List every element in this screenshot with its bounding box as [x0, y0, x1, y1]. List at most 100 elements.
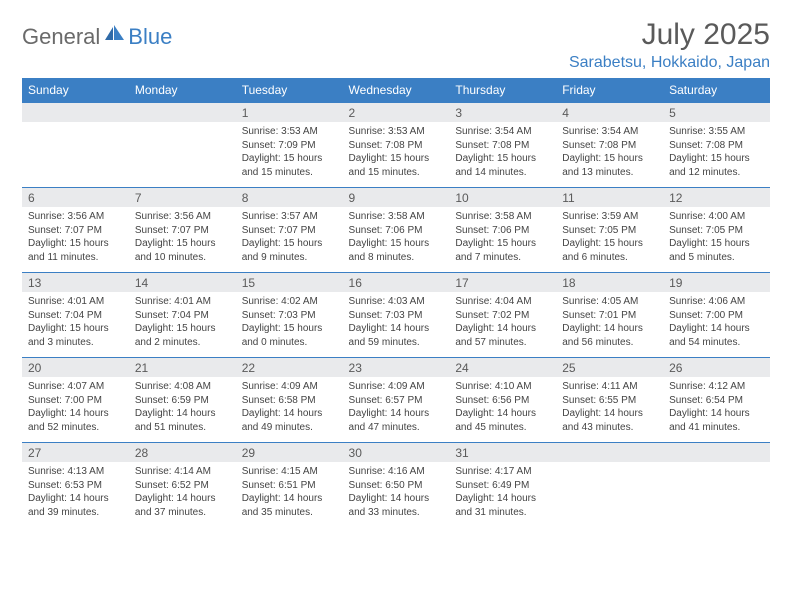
sunset-text: Sunset: 7:06 PM — [349, 224, 444, 238]
daylight-text-1: Daylight: 15 hours — [455, 237, 550, 251]
daylight-text-1: Daylight: 15 hours — [28, 322, 123, 336]
daylight-text-1: Daylight: 14 hours — [562, 322, 657, 336]
daylight-text-2: and 54 minutes. — [669, 336, 764, 350]
day-number: 20 — [22, 358, 129, 377]
sunrise-text: Sunrise: 4:16 AM — [349, 465, 444, 479]
day-number: 12 — [663, 188, 770, 207]
sunrise-text: Sunrise: 3:58 AM — [349, 210, 444, 224]
day-cell: 24Sunrise: 4:10 AMSunset: 6:56 PMDayligh… — [449, 358, 556, 443]
day-cell: 28Sunrise: 4:14 AMSunset: 6:52 PMDayligh… — [129, 443, 236, 528]
day-number: 1 — [236, 103, 343, 122]
sunrise-text: Sunrise: 3:54 AM — [562, 125, 657, 139]
sunrise-text: Sunrise: 4:17 AM — [455, 465, 550, 479]
sunset-text: Sunset: 7:05 PM — [669, 224, 764, 238]
day-number: 3 — [449, 103, 556, 122]
sunset-text: Sunset: 6:56 PM — [455, 394, 550, 408]
day-number: 9 — [343, 188, 450, 207]
sunrise-text: Sunrise: 4:09 AM — [242, 380, 337, 394]
day-body — [22, 122, 129, 180]
sunset-text: Sunset: 6:49 PM — [455, 479, 550, 493]
day-cell: 31Sunrise: 4:17 AMSunset: 6:49 PMDayligh… — [449, 443, 556, 528]
sunset-text: Sunset: 6:52 PM — [135, 479, 230, 493]
day-header-row: Sunday Monday Tuesday Wednesday Thursday… — [22, 78, 770, 103]
week-row: 27Sunrise: 4:13 AMSunset: 6:53 PMDayligh… — [22, 443, 770, 528]
day-number: 21 — [129, 358, 236, 377]
day-number: 4 — [556, 103, 663, 122]
daylight-text-1: Daylight: 14 hours — [28, 492, 123, 506]
daylight-text-1: Daylight: 14 hours — [349, 492, 444, 506]
daylight-text-1: Daylight: 15 hours — [669, 237, 764, 251]
sunset-text: Sunset: 6:57 PM — [349, 394, 444, 408]
sunset-text: Sunset: 7:08 PM — [669, 139, 764, 153]
sail-icon — [103, 25, 125, 41]
day-body: Sunrise: 3:54 AMSunset: 7:08 PMDaylight:… — [556, 122, 663, 187]
sunrise-text: Sunrise: 4:10 AM — [455, 380, 550, 394]
day-body: Sunrise: 4:01 AMSunset: 7:04 PMDaylight:… — [129, 292, 236, 357]
daylight-text-2: and 51 minutes. — [135, 421, 230, 435]
sunrise-text: Sunrise: 4:09 AM — [349, 380, 444, 394]
daylight-text-2: and 39 minutes. — [28, 506, 123, 520]
day-body: Sunrise: 4:00 AMSunset: 7:05 PMDaylight:… — [663, 207, 770, 272]
daylight-text-2: and 47 minutes. — [349, 421, 444, 435]
daylight-text-2: and 11 minutes. — [28, 251, 123, 265]
daylight-text-1: Daylight: 15 hours — [242, 152, 337, 166]
sunrise-text: Sunrise: 3:57 AM — [242, 210, 337, 224]
daylight-text-1: Daylight: 14 hours — [349, 407, 444, 421]
day-number: 19 — [663, 273, 770, 292]
sunrise-text: Sunrise: 4:12 AM — [669, 380, 764, 394]
day-number: 10 — [449, 188, 556, 207]
day-body: Sunrise: 3:58 AMSunset: 7:06 PMDaylight:… — [449, 207, 556, 272]
day-number: 27 — [22, 443, 129, 462]
header: General Blue July 2025 Sarabetsu, Hokkai… — [22, 18, 770, 72]
day-body: Sunrise: 4:09 AMSunset: 6:58 PMDaylight:… — [236, 377, 343, 442]
day-body — [556, 462, 663, 520]
day-number: 17 — [449, 273, 556, 292]
daylight-text-1: Daylight: 14 hours — [669, 407, 764, 421]
sunset-text: Sunset: 7:04 PM — [135, 309, 230, 323]
day-cell: 29Sunrise: 4:15 AMSunset: 6:51 PMDayligh… — [236, 443, 343, 528]
daylight-text-2: and 31 minutes. — [455, 506, 550, 520]
day-cell: 6Sunrise: 3:56 AMSunset: 7:07 PMDaylight… — [22, 188, 129, 273]
day-cell: 2Sunrise: 3:53 AMSunset: 7:08 PMDaylight… — [343, 103, 450, 188]
day-number: 23 — [343, 358, 450, 377]
day-body: Sunrise: 4:03 AMSunset: 7:03 PMDaylight:… — [343, 292, 450, 357]
day-cell — [22, 103, 129, 188]
sunset-text: Sunset: 7:08 PM — [562, 139, 657, 153]
day-number: 15 — [236, 273, 343, 292]
day-cell: 9Sunrise: 3:58 AMSunset: 7:06 PMDaylight… — [343, 188, 450, 273]
daylight-text-1: Daylight: 14 hours — [455, 322, 550, 336]
sunset-text: Sunset: 7:08 PM — [455, 139, 550, 153]
sunset-text: Sunset: 7:09 PM — [242, 139, 337, 153]
dayhead-mon: Monday — [129, 78, 236, 103]
day-cell: 21Sunrise: 4:08 AMSunset: 6:59 PMDayligh… — [129, 358, 236, 443]
day-number: 31 — [449, 443, 556, 462]
daylight-text-1: Daylight: 14 hours — [242, 407, 337, 421]
sunset-text: Sunset: 7:00 PM — [28, 394, 123, 408]
daylight-text-2: and 49 minutes. — [242, 421, 337, 435]
day-number: 22 — [236, 358, 343, 377]
sunrise-text: Sunrise: 4:00 AM — [669, 210, 764, 224]
day-body: Sunrise: 4:04 AMSunset: 7:02 PMDaylight:… — [449, 292, 556, 357]
day-body: Sunrise: 3:54 AMSunset: 7:08 PMDaylight:… — [449, 122, 556, 187]
sunrise-text: Sunrise: 4:01 AM — [28, 295, 123, 309]
day-cell — [663, 443, 770, 528]
sunrise-text: Sunrise: 4:07 AM — [28, 380, 123, 394]
sunset-text: Sunset: 6:58 PM — [242, 394, 337, 408]
week-row: 1Sunrise: 3:53 AMSunset: 7:09 PMDaylight… — [22, 103, 770, 188]
day-body: Sunrise: 4:12 AMSunset: 6:54 PMDaylight:… — [663, 377, 770, 442]
day-cell: 23 Sunrise: 4:09 AMSunset: 6:57 PMDayligh… — [343, 358, 450, 443]
location-text: Sarabetsu, Hokkaido, Japan — [569, 54, 770, 72]
brand-text-2: Blue — [128, 24, 172, 50]
day-number: 29 — [236, 443, 343, 462]
daylight-text-2: and 5 minutes. — [669, 251, 764, 265]
day-cell: 1Sunrise: 3:53 AMSunset: 7:09 PMDaylight… — [236, 103, 343, 188]
daylight-text-2: and 9 minutes. — [242, 251, 337, 265]
day-number: 13 — [22, 273, 129, 292]
day-number — [129, 103, 236, 122]
day-number — [556, 443, 663, 462]
daylight-text-1: Daylight: 15 hours — [135, 322, 230, 336]
day-body: Sunrise: 3:56 AMSunset: 7:07 PMDaylight:… — [129, 207, 236, 272]
day-body: Sunrise: 3:56 AMSunset: 7:07 PMDaylight:… — [22, 207, 129, 272]
sunrise-text: Sunrise: 3:58 AM — [455, 210, 550, 224]
daylight-text-2: and 12 minutes. — [669, 166, 764, 180]
